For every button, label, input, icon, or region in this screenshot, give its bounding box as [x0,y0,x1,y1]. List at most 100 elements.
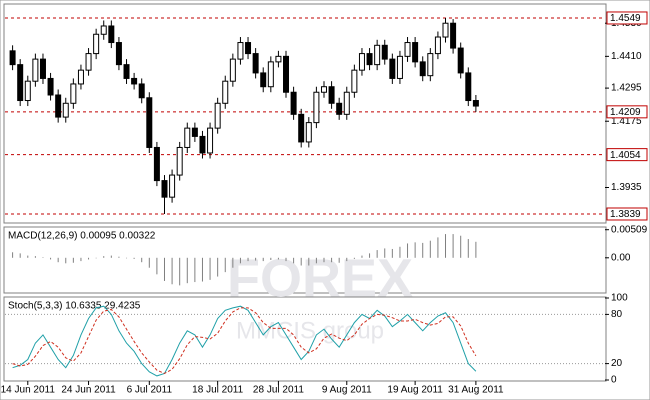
y-tick-label: 0.00509 [611,224,648,235]
candle-body [389,58,396,79]
level-label: 1.4549 [610,13,641,24]
histogram-bar [141,257,143,263]
y-tick-label: 1.4175 [611,116,642,127]
histogram-bar [232,257,234,268]
candle-body [115,42,122,66]
histogram-bar [262,257,264,262]
candle-body [70,83,77,104]
candle-body [100,25,107,35]
candle-body [328,86,335,104]
candle-body [85,53,92,71]
stoch-panel [3,296,607,382]
level-box [606,11,648,25]
histogram-bar [361,255,363,258]
histogram-bar [179,257,181,286]
histogram-bar [308,257,310,266]
histogram-bar [414,242,416,258]
candle-body [320,86,327,93]
candle-body [358,53,365,71]
histogram-bar [201,257,203,282]
candle-body [176,146,183,176]
histogram-bar [323,257,325,263]
candle-body [366,53,373,66]
histogram-bar [391,248,393,258]
candle-body [229,58,236,82]
candle-body [412,42,419,63]
candle-body [252,53,259,74]
level-label: 1.3839 [610,209,641,220]
x-tick-label: 14 Jun 2011 [1,385,56,396]
candle-body [32,58,39,82]
x-tick-label: 9 Aug 2011 [322,385,372,396]
histogram-bar [148,257,150,268]
level-box [606,105,648,119]
price-panel [3,3,607,224]
level-box [606,207,648,221]
candle-body [207,127,214,154]
candle-body [222,80,229,104]
candle-body [184,127,191,148]
macd-panel [3,226,607,294]
histogram-bar [224,257,226,273]
x-tick-label: 31 Aug 2011 [448,385,504,396]
candle-body [77,69,84,85]
histogram-bar [445,234,447,258]
histogram-bar [186,257,188,284]
candle-body [336,102,343,115]
histogram-bar [239,257,241,264]
candle-body [138,83,145,99]
y-tick-label: 1.4295 [611,83,642,94]
candle-body [245,42,252,55]
histogram-bar [118,256,120,258]
candle-body [169,174,176,198]
histogram-bar [338,257,340,263]
histogram-bar [475,241,477,258]
histogram-bar [42,257,44,258]
candle-body [457,47,464,74]
x-tick-label: 28 Jul 2011 [253,385,304,396]
candle-body [214,102,221,129]
candle-body [374,44,381,66]
level-label: 1.4054 [610,150,641,161]
level-label: 1.4209 [610,107,641,118]
candle-body [237,42,244,60]
candle-body [381,44,388,60]
histogram-bar [247,257,249,262]
histogram-bar [217,257,219,277]
candle-body [153,146,160,182]
histogram-bar [277,257,279,260]
histogram-bar [80,257,82,262]
candle-body [434,36,441,55]
histogram-bar [384,248,386,258]
histogram-bar [255,257,257,261]
histogram-bar [171,257,173,285]
histogram-bar [19,253,21,258]
candle-body [260,72,267,88]
candle-body [465,72,472,102]
y-tick-label: 0 [611,375,617,386]
y-tick-label: 80 [611,309,623,320]
watermark-sub: MMCIS group [236,317,384,344]
candle-body [191,127,198,137]
histogram-bar [50,257,52,260]
stoch-title: Stoch(5,3,3) 10.6335 29.4235 [8,301,141,312]
histogram-bar [429,240,431,258]
level-box [606,148,648,162]
histogram-bar [194,257,196,283]
candle-body [9,50,16,66]
candle-body [442,22,449,38]
x-tick-label: 18 Jul 2011 [192,385,243,396]
candle-body [47,77,54,96]
histogram-bar [126,257,128,259]
y-tick-label: 0.00 [611,252,631,263]
histogram-bar [103,256,105,258]
histogram-bar [293,257,295,264]
histogram-bar [95,257,97,259]
histogram-bar [34,256,36,258]
x-tick-label: 6 Jul 2011 [127,385,173,396]
histogram-bar [460,235,462,258]
histogram-bar [88,257,90,260]
histogram-bar [27,255,29,258]
candle-body [275,55,282,63]
